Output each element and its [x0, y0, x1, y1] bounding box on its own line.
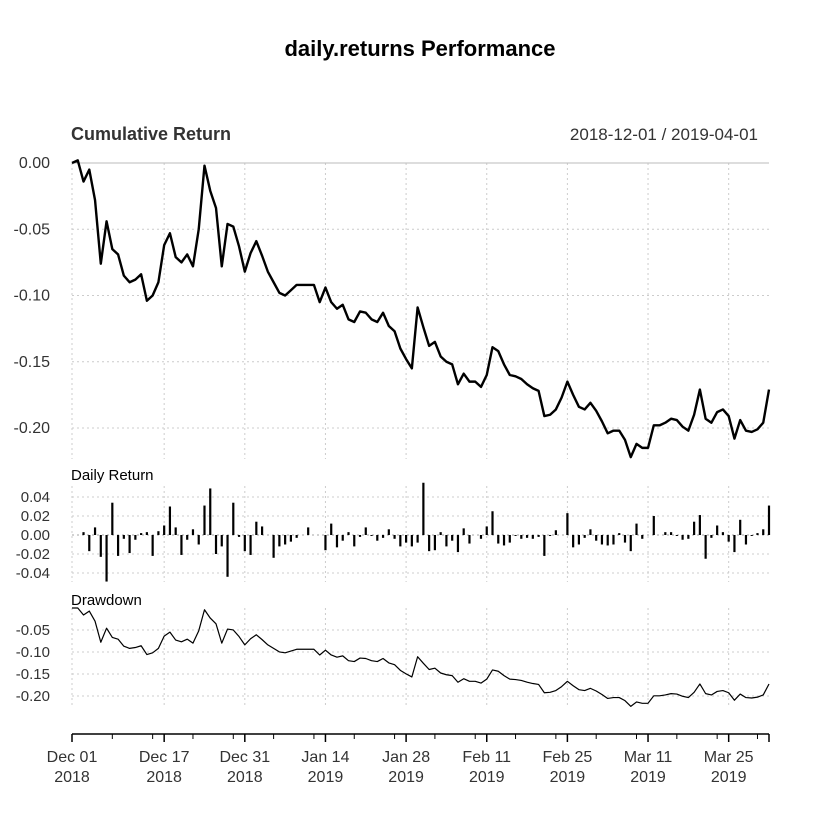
x-tick-year-label: 2019 — [308, 769, 344, 786]
y-tick-label: -0.10 — [16, 644, 50, 661]
x-tick-label: Feb 25 — [542, 749, 592, 766]
y-tick-label: 0.04 — [21, 489, 50, 506]
x-tick-year-label: 2018 — [227, 769, 263, 786]
date-range-label: 2018-12-01 / 2019-04-01 — [570, 125, 758, 144]
x-tick-year-label: 2018 — [54, 769, 90, 786]
cumulative-return-line — [71, 159, 771, 459]
y-tick-label: 0.02 — [21, 508, 50, 525]
grid-layer — [71, 162, 769, 708]
axis-layer: 0.00 -0.05 -0.10 -0.15 -0.20 0.04 0.02 0.00 -0.0… — [14, 155, 770, 786]
x-tick-label: Dec 31 — [219, 749, 270, 766]
drawdown-panel-title: Drawdown — [71, 592, 142, 609]
x-tick-year-label: 2019 — [388, 769, 424, 786]
cumulative-panel-title: Cumulative Return — [71, 124, 231, 144]
x-tick-label: Mar 11 — [624, 749, 673, 766]
y-tick-label: -0.15 — [14, 354, 51, 371]
y-tick-label: 0.00 — [19, 155, 50, 172]
x-tick-label: Jan 14 — [301, 749, 349, 766]
y-tick-label: -0.02 — [16, 546, 50, 563]
x-tick-year-label: 2018 — [146, 769, 182, 786]
x-tick-year-label: 2019 — [630, 769, 666, 786]
x-tick-label: Mar 25 — [704, 749, 754, 766]
x-tick-year-label: 2019 — [711, 769, 747, 786]
x-tick-year-label: 2019 — [469, 769, 505, 786]
y-tick-label: -0.05 — [14, 221, 51, 238]
x-tick-label: Dec 17 — [139, 749, 190, 766]
chart-title: daily.returns Performance — [284, 36, 555, 61]
x-tick-label: Feb 11 — [462, 749, 511, 766]
x-tick-year-label: 2019 — [550, 769, 586, 786]
y-tick-label: -0.15 — [16, 666, 50, 683]
x-tick-label: Jan 28 — [382, 749, 430, 766]
y-tick-label: -0.20 — [14, 420, 51, 437]
drawdown-line — [72, 607, 770, 707]
y-tick-label: -0.20 — [16, 688, 50, 705]
y-tick-label: 0.00 — [21, 527, 50, 544]
daily-panel-title: Daily Return — [71, 467, 154, 484]
x-tick-label: Dec 01 — [47, 749, 98, 766]
y-tick-label: -0.10 — [14, 288, 51, 305]
marks-layer — [71, 159, 771, 707]
y-tick-label: -0.04 — [16, 565, 50, 582]
y-tick-label: -0.05 — [16, 622, 50, 639]
